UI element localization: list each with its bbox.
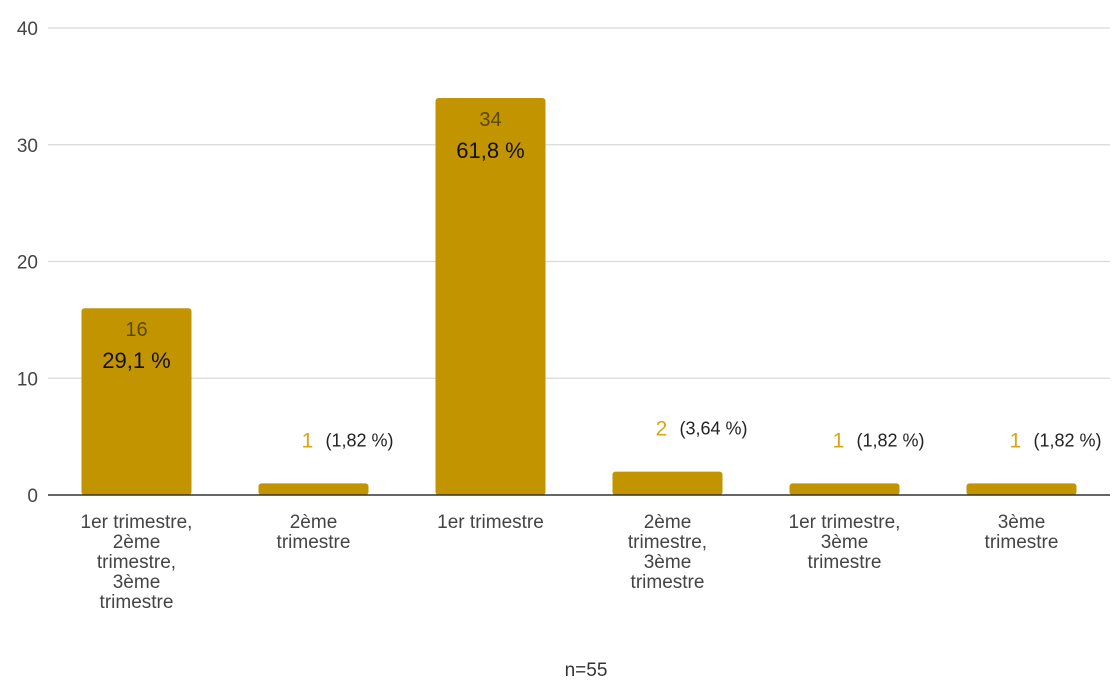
y-axis-ticks: 0 10 20 30 40 [17, 19, 38, 507]
x-category-label: 1er trimestre, 2ème trimestre, 3ème trimestr… [81, 512, 193, 613]
y-tick-label: 20 [17, 253, 38, 274]
bar-percent-label: 29,1 % [102, 348, 171, 373]
x-category-label: 2ème trimestre, 3ème trimestre [628, 512, 707, 593]
bar-value-label: 16 [125, 319, 147, 341]
sample-size-note: n=55 [565, 660, 608, 681]
bar-percent-label: (3,64 %) [680, 419, 748, 439]
bar [966, 483, 1077, 495]
x-category-label: 1er trimestre [437, 512, 544, 533]
x-axis-categories: 1er trimestre, 2ème trimestre, 3ème trimestr… [81, 512, 1059, 613]
bar-value-label: 2 [656, 418, 668, 441]
bar-percent-label: 61,8 % [456, 138, 525, 163]
bar-value-label: 34 [479, 109, 501, 131]
bar [789, 483, 900, 495]
bar-value-label: 1 [833, 429, 845, 452]
y-tick-label: 30 [17, 136, 38, 157]
bar [258, 483, 369, 495]
y-tick-label: 0 [27, 486, 38, 507]
bar-percent-label: (1,82 %) [326, 430, 394, 450]
x-category-label: 1er trimestre, 3ème trimestre [789, 512, 901, 573]
bar-value-label: 1 [1010, 429, 1022, 452]
grid-lines [48, 27, 1110, 379]
data-labels: 16 29,1 % 1 (1,82 %) 34 61,8 % 2 (3,64 %) 1 (1,82… [102, 109, 1101, 452]
bar [81, 308, 192, 495]
x-category-label: 2ème trimestre [277, 512, 351, 553]
bars [81, 98, 1077, 496]
y-tick-label: 10 [17, 369, 38, 390]
bar-percent-label: (1,82 %) [1034, 430, 1102, 450]
bar-value-label: 1 [302, 429, 314, 452]
y-tick-label: 40 [17, 19, 38, 40]
x-category-label: 3ème trimestre [985, 512, 1059, 553]
bar [612, 471, 723, 495]
bar [435, 98, 546, 496]
bar-percent-label: (1,82 %) [857, 430, 925, 450]
